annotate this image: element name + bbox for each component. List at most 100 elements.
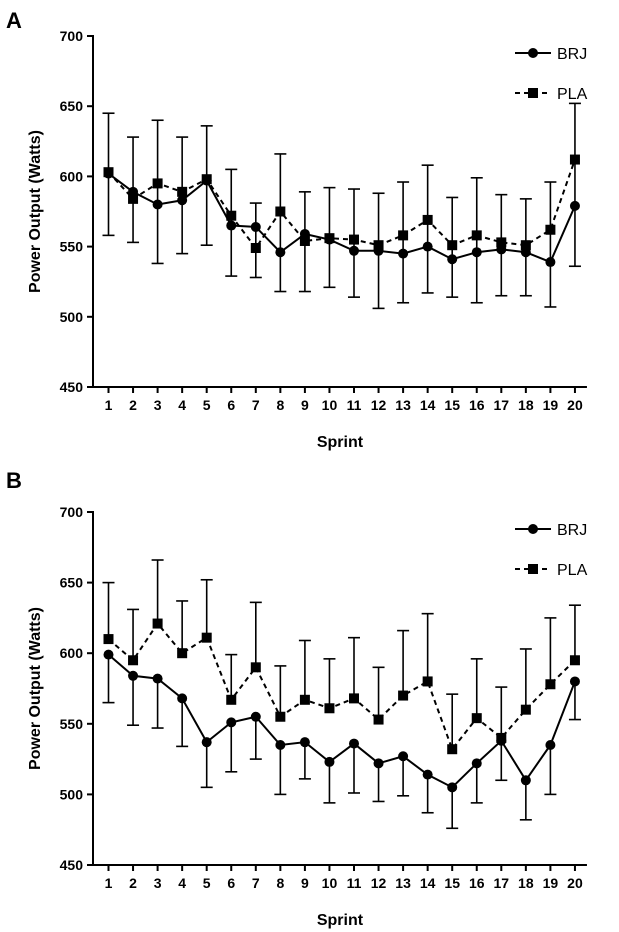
data-point-brj [128, 670, 139, 681]
x-tick-label: 3 [154, 875, 162, 891]
data-point-pla [299, 694, 310, 705]
data-point-brj [569, 200, 580, 211]
x-tick-label: 10 [322, 875, 338, 891]
data-point-pla [471, 713, 482, 724]
y-axis-label: Power Output (Watts) [27, 130, 44, 293]
x-tick-label: 7 [252, 397, 260, 413]
data-point-pla [152, 178, 163, 189]
x-tick-label: 16 [469, 875, 485, 891]
x-tick-label: 14 [420, 875, 436, 891]
data-point-pla [373, 714, 384, 725]
x-tick-label: 15 [444, 397, 460, 413]
data-point-pla [373, 240, 384, 251]
data-point-pla [545, 679, 556, 690]
x-tick-label: 1 [105, 875, 113, 891]
data-point-pla [496, 732, 507, 743]
data-point-brj [349, 245, 359, 256]
y-tick-label: 700 [60, 28, 84, 44]
x-axis-label: Sprint [317, 434, 364, 451]
data-point-brj [152, 199, 163, 210]
x-tick-label: 6 [227, 397, 235, 413]
legend-label: BRJ [557, 46, 587, 63]
data-point-brj [324, 756, 335, 767]
x-tick-label: 11 [347, 875, 362, 891]
data-point-pla [250, 243, 261, 254]
legend-marker-pla [528, 564, 538, 574]
panel-a: A 450 500 550 600 650 700 1 2 3 4 5 6 7 8 9 10 11 12 13 14 1… [6, 8, 588, 451]
data-point-pla [226, 210, 237, 221]
data-point-pla [250, 662, 261, 673]
legend-label: PLA [557, 562, 588, 579]
data-point-brj [398, 248, 409, 259]
data-point-pla [177, 186, 188, 197]
data-point-brj [226, 220, 237, 231]
data-point-pla [545, 224, 556, 235]
legend-marker-brj [528, 48, 538, 58]
x-tick-label: 18 [518, 397, 534, 413]
data-point-pla [177, 648, 188, 659]
data-point-brj [226, 717, 237, 728]
x-tick-label: 20 [567, 397, 583, 413]
data-point-brj [299, 737, 310, 748]
x-tick-label: 19 [543, 875, 559, 891]
data-point-brj [545, 739, 556, 750]
legend-marker-pla [528, 88, 538, 98]
data-point-brj [275, 247, 286, 258]
series-line-pla [107, 159, 576, 250]
y-tick-label: 600 [60, 168, 84, 184]
data-point-pla [128, 193, 139, 204]
x-tick-label: 13 [395, 875, 411, 891]
data-point-brj [177, 195, 188, 206]
x-tick-label: 9 [301, 875, 309, 891]
data-point-brj [152, 673, 163, 684]
y-tick-label: 450 [60, 857, 84, 873]
x-tick-label: 15 [444, 875, 460, 891]
data-point-brj [177, 693, 188, 704]
data-point-pla [447, 240, 458, 251]
y-tick-label: 550 [60, 239, 84, 255]
data-point-pla [569, 655, 580, 666]
data-point-pla [201, 632, 212, 643]
data-point-pla [324, 233, 335, 244]
panel-letter: A [6, 8, 22, 33]
data-point-brj [447, 782, 458, 793]
data-point-brj [373, 758, 384, 769]
data-point-pla [422, 214, 433, 225]
data-point-brj [275, 739, 286, 750]
y-tick-label: 600 [60, 645, 84, 661]
data-point-brj [422, 241, 433, 252]
legend-marker-brj [528, 524, 538, 534]
data-point-pla [349, 693, 359, 704]
x-tick-label: 4 [178, 397, 186, 413]
data-point-pla [226, 694, 237, 705]
x-tick-label: 14 [420, 397, 436, 413]
data-point-pla [520, 704, 531, 715]
data-point-pla [471, 230, 482, 241]
x-tick-label: 18 [518, 875, 534, 891]
data-point-brj [471, 247, 482, 258]
data-point-pla [324, 703, 335, 714]
x-tick-label: 7 [252, 875, 260, 891]
x-tick-label: 6 [227, 875, 235, 891]
data-point-pla [496, 237, 507, 248]
data-point-pla [103, 634, 114, 645]
x-tick-label: 17 [494, 875, 510, 891]
data-point-brj [520, 775, 531, 786]
panel-letter: B [6, 468, 22, 493]
data-point-pla [447, 744, 458, 755]
x-tick-label: 12 [371, 875, 387, 891]
data-point-pla [275, 711, 286, 722]
x-tick-label: 13 [395, 397, 411, 413]
y-tick-label: 500 [60, 309, 84, 325]
x-tick-label: 2 [129, 397, 137, 413]
x-tick-label: 4 [178, 875, 186, 891]
data-point-brj [422, 769, 433, 780]
data-point-pla [422, 676, 433, 687]
y-tick-label: 500 [60, 786, 84, 802]
series-line-brj [107, 653, 576, 789]
x-tick-label: 12 [371, 397, 387, 413]
data-point-brj [398, 751, 409, 762]
y-tick-label: 450 [60, 379, 84, 395]
data-point-pla [520, 240, 531, 251]
